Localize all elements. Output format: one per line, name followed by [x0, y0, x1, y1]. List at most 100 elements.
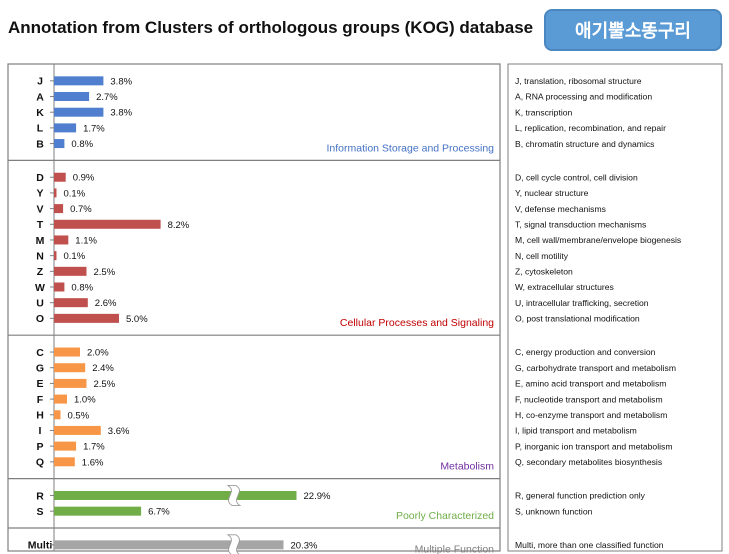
description-W: W, extracellular structures [515, 282, 614, 292]
value-label-T: 8.2% [168, 220, 190, 231]
description-panel [507, 63, 723, 552]
value-label-D: 0.9% [73, 173, 95, 184]
category-code-J: J [37, 76, 43, 88]
bar-Multi [54, 540, 284, 550]
category-code-F: F [37, 394, 44, 406]
value-label-J: 3.8% [110, 76, 132, 87]
description-Q: Q, secondary metabolites biosynthesis [515, 457, 662, 467]
description-B: B, chromatin structure and dynamics [515, 139, 654, 149]
category-code-Z: Z [37, 266, 44, 278]
bar-O [54, 313, 119, 323]
category-code-D: D [36, 172, 44, 184]
description-Y: Y, nuclear structure [515, 188, 589, 198]
bar-S [54, 506, 142, 516]
value-label-B: 0.8% [71, 139, 93, 150]
category-code-U: U [36, 297, 44, 309]
category-code-N: N [36, 250, 44, 262]
category-code-T: T [37, 219, 44, 231]
description-I: I, lipid transport and metabolism [515, 426, 637, 436]
description-Multi: Multi, more than one classified function [515, 540, 664, 550]
bar-E [54, 378, 87, 388]
value-label-Q: 1.6% [82, 457, 104, 468]
group-label-3: Poorly Characterized [396, 510, 494, 522]
category-code-W: W [35, 282, 45, 294]
bar-G [54, 363, 86, 373]
value-label-C: 2.0% [87, 348, 109, 359]
category-code-R: R [36, 490, 44, 502]
value-label-G: 2.4% [92, 363, 114, 374]
description-U: U, intracellular trafficking, secretion [515, 298, 649, 308]
category-code-L: L [37, 123, 44, 135]
description-E: E, amino acid transport and metabolism [515, 379, 666, 389]
category-code-O: O [36, 313, 44, 325]
category-code-Multi: Multi [28, 540, 53, 552]
bar-Q [54, 457, 75, 467]
bar-K [54, 107, 104, 117]
description-D: D, cell cycle control, cell division [515, 172, 638, 182]
bar-F [54, 394, 67, 404]
description-F: F, nucleotide transport and metabolism [515, 394, 663, 404]
description-L: L, replication, recombination, and repai… [515, 123, 666, 133]
description-H: H, co-enzyme transport and metabolism [515, 410, 667, 420]
description-T: T, signal transduction mechanisms [515, 219, 646, 229]
bar-M [54, 235, 69, 245]
bar-H [54, 410, 61, 420]
value-label-H: 0.5% [68, 410, 90, 421]
category-code-S: S [36, 506, 43, 518]
category-code-V: V [36, 203, 43, 215]
group-label-0: Information Storage and Processing [326, 142, 494, 154]
description-Z: Z, cytoskeleton [515, 267, 573, 277]
bar-W [54, 282, 65, 292]
value-label-W: 0.8% [71, 283, 93, 294]
group-label-1: Cellular Processes and Signaling [340, 317, 494, 329]
value-label-P: 1.7% [83, 442, 105, 453]
value-label-F: 1.0% [74, 395, 96, 406]
value-label-U: 2.6% [95, 298, 117, 309]
value-label-M: 1.1% [75, 235, 97, 246]
description-P: P, inorganic ion transport and metabolis… [515, 441, 672, 451]
category-code-K: K [36, 107, 44, 119]
category-code-Y: Y [36, 188, 43, 200]
value-label-R: 22.9% [304, 491, 331, 502]
bar-B [54, 139, 65, 149]
value-label-N: 0.1% [64, 251, 86, 262]
value-label-Multi: 20.3% [291, 540, 318, 551]
category-code-B: B [36, 138, 44, 150]
value-label-V: 0.7% [70, 204, 92, 215]
category-code-A: A [36, 91, 44, 103]
value-label-A: 2.7% [96, 92, 118, 103]
value-label-Y: 0.1% [64, 188, 86, 199]
bar-I [54, 425, 101, 435]
bar-V [54, 204, 64, 214]
category-code-H: H [36, 410, 44, 422]
description-C: C, energy production and conversion [515, 347, 656, 357]
value-label-E: 2.5% [94, 379, 116, 390]
bar-R [54, 490, 297, 500]
group-label-2: Metabolism [440, 461, 494, 473]
bar-P [54, 441, 77, 451]
bar-N [54, 251, 57, 261]
description-G: G, carbohydrate transport and metabolism [515, 363, 676, 373]
description-V: V, defense mechanisms [515, 204, 606, 214]
bar-Z [54, 266, 87, 276]
value-label-Z: 2.5% [94, 267, 116, 278]
description-M: M, cell wall/membrane/envelope biogenesi… [515, 235, 681, 245]
species-badge: 애기뿔소똥구리 [544, 9, 722, 51]
bar-J [54, 76, 104, 86]
category-code-E: E [36, 378, 43, 390]
value-label-I: 3.6% [108, 426, 130, 437]
bar-T [54, 219, 161, 229]
category-code-M: M [36, 235, 45, 247]
chart-panel [7, 63, 501, 552]
value-label-O: 5.0% [126, 314, 148, 325]
category-code-P: P [36, 441, 43, 453]
description-R: R, general function prediction only [515, 491, 646, 501]
description-O: O, post translational modification [515, 314, 640, 324]
bar-D [54, 172, 66, 182]
category-code-C: C [36, 347, 44, 359]
bar-Y [54, 188, 57, 198]
value-label-K: 3.8% [110, 108, 132, 119]
description-J: J, translation, ribosomal structure [515, 76, 642, 86]
